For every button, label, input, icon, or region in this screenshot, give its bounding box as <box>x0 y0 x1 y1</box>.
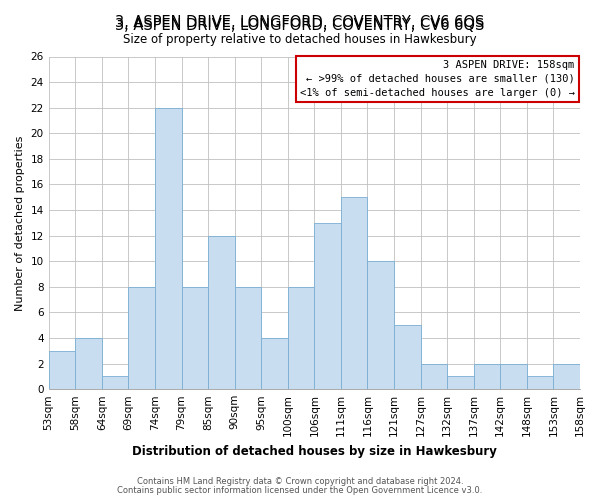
Y-axis label: Number of detached properties: Number of detached properties <box>15 135 25 310</box>
Bar <box>421 364 447 389</box>
Bar <box>314 223 341 389</box>
Bar <box>500 364 527 389</box>
Bar <box>75 338 102 389</box>
Bar <box>128 287 155 389</box>
Bar <box>235 287 261 389</box>
Text: Contains public sector information licensed under the Open Government Licence v3: Contains public sector information licen… <box>118 486 482 495</box>
Bar <box>447 376 474 389</box>
Bar <box>474 364 500 389</box>
Text: 3, ASPEN DRIVE, LONGFORD, COVENTRY, CV6 6QS: 3, ASPEN DRIVE, LONGFORD, COVENTRY, CV6 … <box>115 18 485 32</box>
Bar <box>341 197 367 389</box>
Bar <box>367 261 394 389</box>
Bar <box>49 351 75 389</box>
Text: Size of property relative to detached houses in Hawkesbury: Size of property relative to detached ho… <box>123 32 477 46</box>
X-axis label: Distribution of detached houses by size in Hawkesbury: Distribution of detached houses by size … <box>132 444 497 458</box>
Text: Contains HM Land Registry data © Crown copyright and database right 2024.: Contains HM Land Registry data © Crown c… <box>137 477 463 486</box>
Bar <box>261 338 288 389</box>
Bar <box>208 236 235 389</box>
Bar <box>288 287 314 389</box>
Text: 3, ASPEN DRIVE, LONGFORD, COVENTRY, CV6 6QS: 3, ASPEN DRIVE, LONGFORD, COVENTRY, CV6 … <box>115 15 485 30</box>
Bar <box>102 376 128 389</box>
Bar <box>182 287 208 389</box>
Bar <box>553 364 580 389</box>
Bar <box>527 376 553 389</box>
Bar <box>155 108 182 389</box>
Text: 3 ASPEN DRIVE: 158sqm
← >99% of detached houses are smaller (130)
<1% of semi-de: 3 ASPEN DRIVE: 158sqm ← >99% of detached… <box>299 60 575 98</box>
Bar <box>394 325 421 389</box>
